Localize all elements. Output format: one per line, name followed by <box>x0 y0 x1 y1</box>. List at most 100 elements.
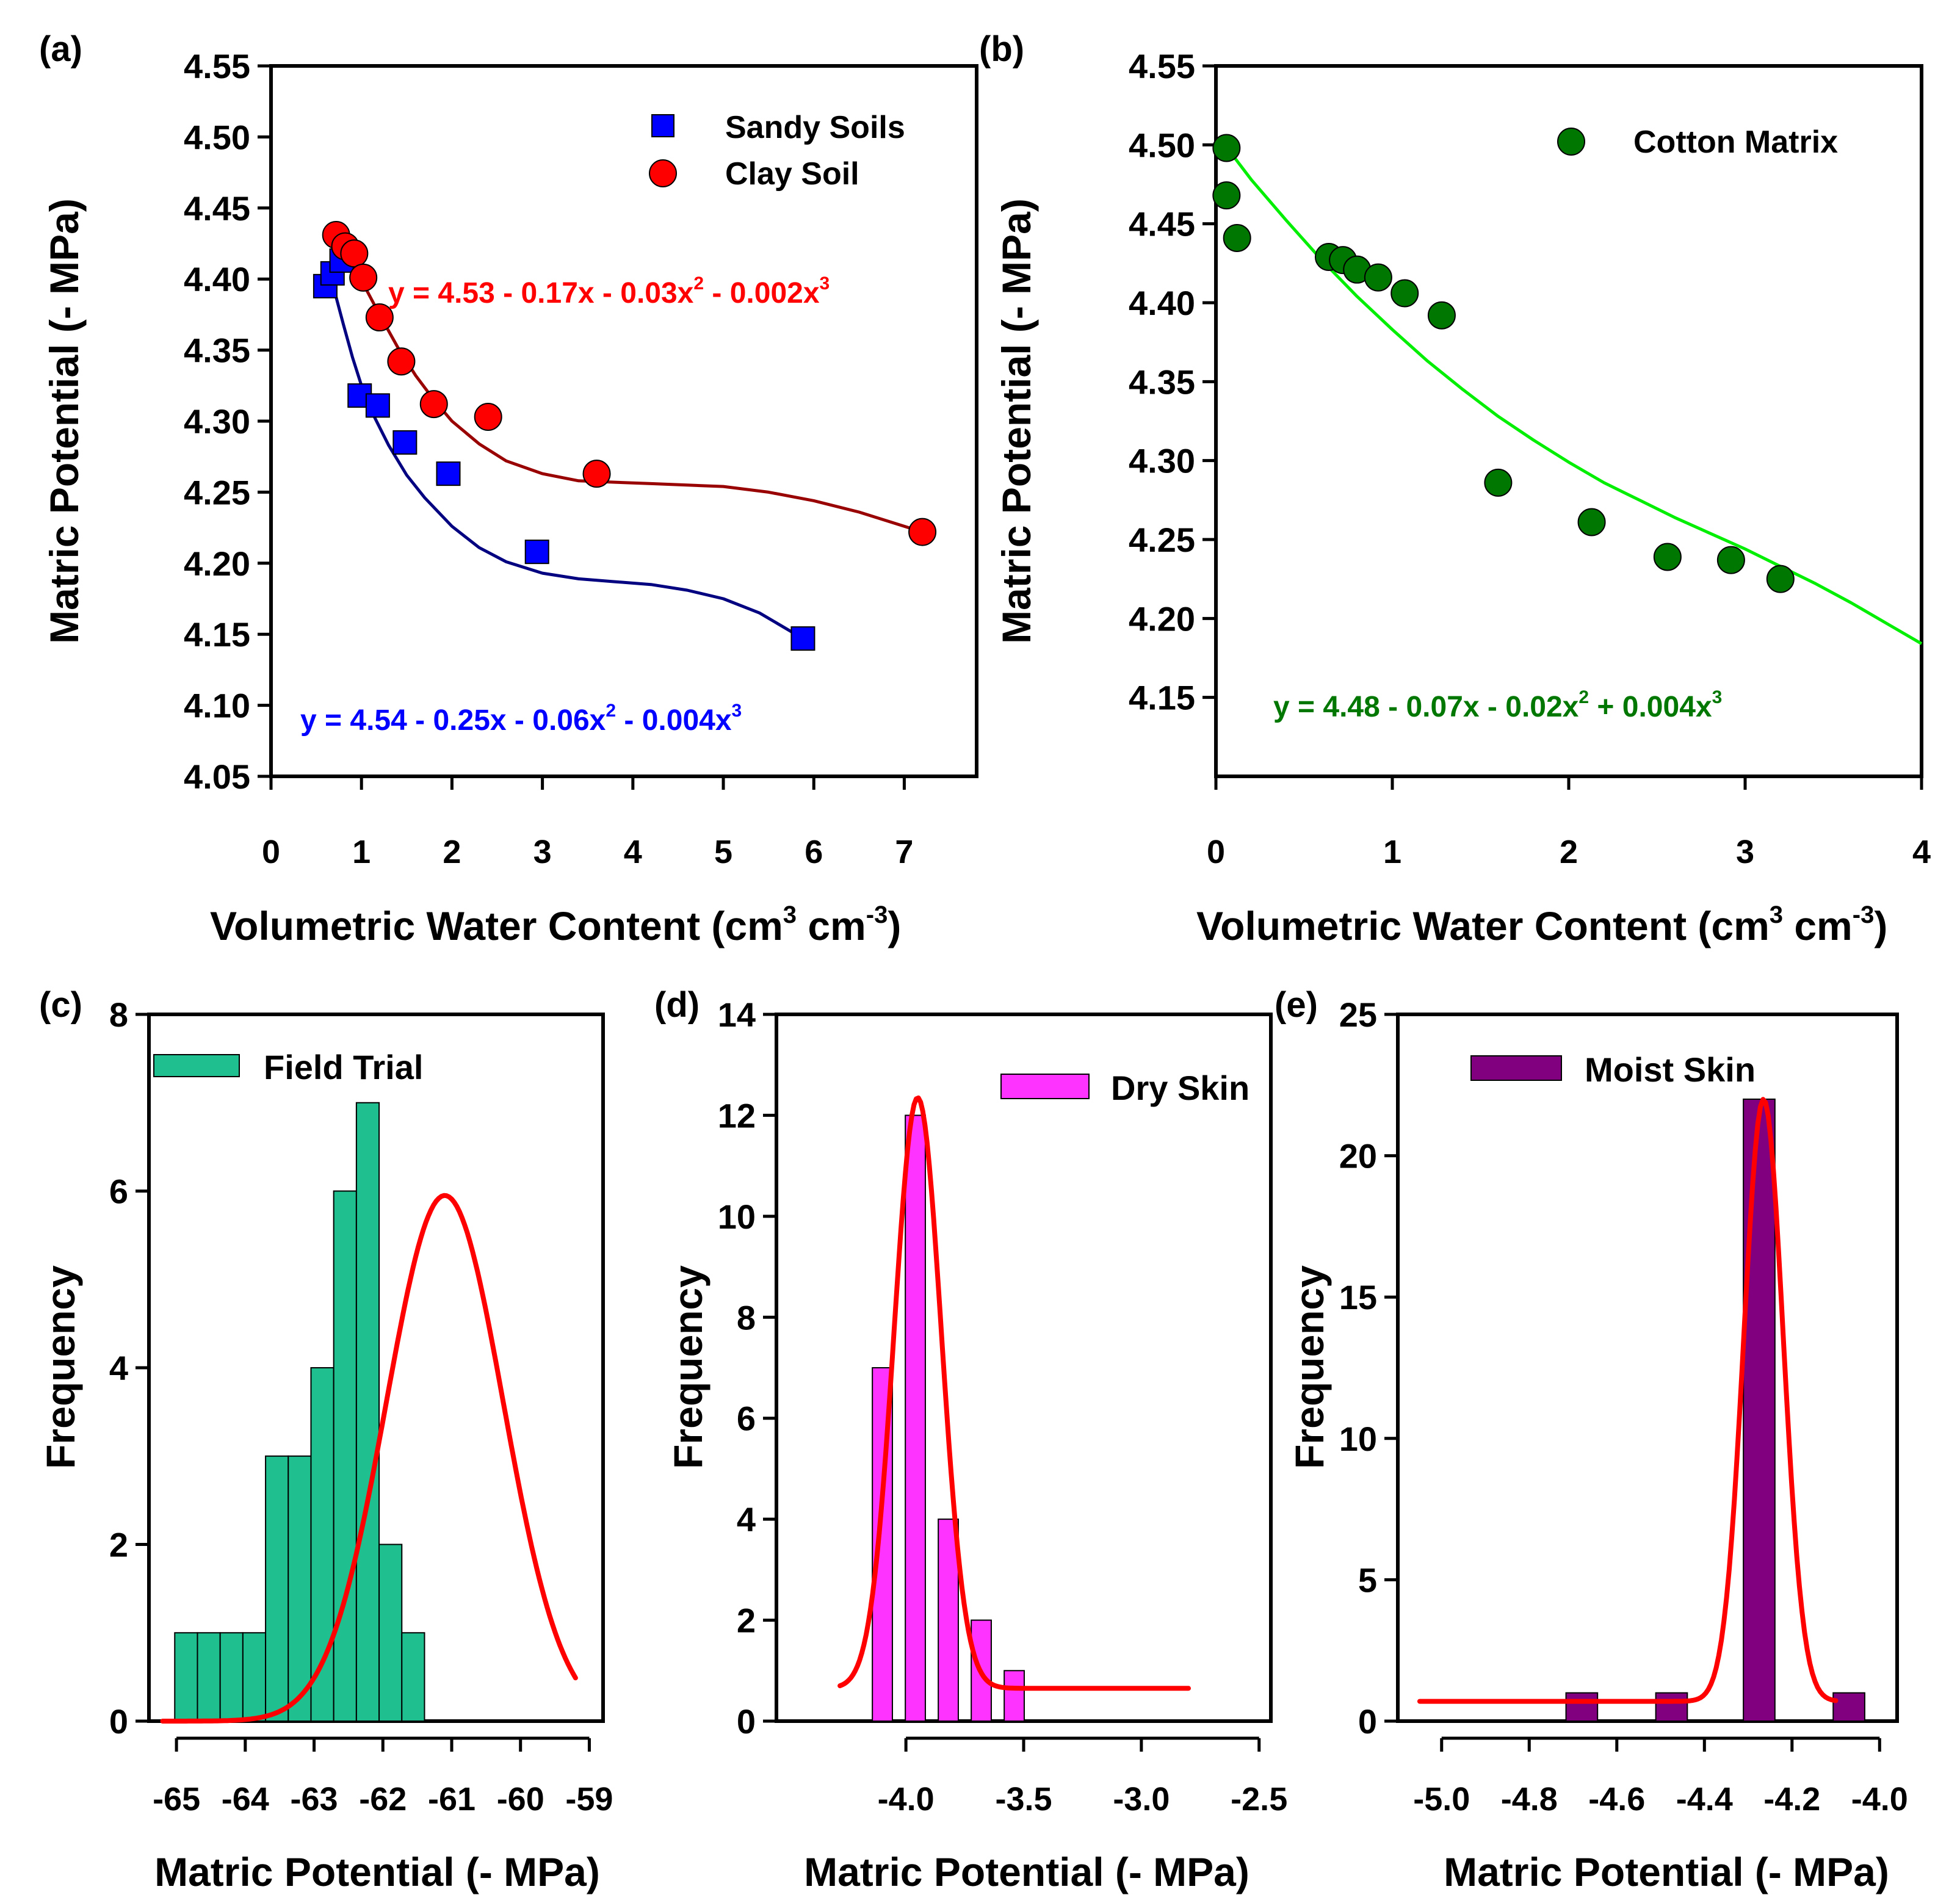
y-tick-label-e: 25 <box>1339 995 1377 1034</box>
x-axis-label-b-end: ) <box>1874 903 1887 948</box>
data-point-a-1 <box>908 518 937 546</box>
data-point-b-0 <box>1766 565 1795 593</box>
normal-fit-curve-d <box>837 1095 1191 1691</box>
data-point-a-0 <box>524 540 549 565</box>
x-tick-label-e: -4.8 <box>1501 1781 1558 1818</box>
y-tick-label-c: 8 <box>109 995 128 1034</box>
y-tick-label-b: 4.35 <box>1129 363 1195 401</box>
data-point-b-0 <box>1484 468 1513 497</box>
data-points-b <box>1212 134 1795 593</box>
y-tick-label-a: 4.50 <box>184 118 250 156</box>
y-tick-label-d: 4 <box>737 1500 756 1539</box>
x-axis-label-b-mid: cm <box>1783 903 1853 948</box>
panel-label-a: (a) <box>39 29 82 69</box>
y-tick-label-c: 2 <box>109 1526 128 1564</box>
x-tick-label-b: 3 <box>1736 834 1754 870</box>
panel-label-b: (b) <box>979 29 1024 69</box>
x-tick-label-e: -4.6 <box>1588 1781 1645 1818</box>
y-tick-label-a: 4.55 <box>184 47 250 85</box>
y-axis-label-d: Frequency <box>665 1265 711 1469</box>
histogram-bar-c <box>287 1455 312 1722</box>
y-tick-label-a: 4.05 <box>184 757 250 796</box>
x-axis-label-e: Matric Potential (- MPa) <box>1444 1849 1889 1894</box>
data-point-a-0 <box>392 430 418 455</box>
legend-marker-cotton-matrix <box>1557 128 1585 156</box>
histogram-bar-e <box>1565 1692 1599 1722</box>
x-tick-label-a: 7 <box>895 834 913 870</box>
equation-clay-sup2: 3 <box>820 273 830 294</box>
x-axis-label-d: Matric Potential (- MPa) <box>804 1849 1249 1894</box>
equation-clay-main: y = 4.53 - 0.17x - 0.03x <box>388 277 694 309</box>
x-tick-label-e: -4.4 <box>1676 1781 1733 1818</box>
data-point-a-1 <box>419 390 448 419</box>
equation-clay-mid: - 0.002x <box>704 277 820 309</box>
x-tick-label-c: -64 <box>222 1781 269 1818</box>
y-tick-label-b: 4.50 <box>1129 126 1195 164</box>
axes-c: -65 -64 -63 -62 -61 -60 -59 0 2 4 6 8 <box>109 995 613 1818</box>
x-tick-label-b: 1 <box>1383 834 1401 870</box>
x-tick-label-a: 0 <box>262 834 280 870</box>
x-axis-label-a-end: ) <box>888 903 901 948</box>
equation-sandy-soils: y = 4.54 - 0.25x - 0.06x2 - 0.004x3 <box>300 701 742 737</box>
y-tick-label-b: 4.25 <box>1129 521 1195 559</box>
y-tick-label-a: 4.45 <box>184 189 250 228</box>
x-axis-label-b: Volumetric Water Content (cm3 cm-3) <box>1196 901 1887 948</box>
data-point-b-0 <box>1223 223 1251 252</box>
y-axis-label-c: Frequency <box>38 1265 83 1469</box>
y-tick-label-a: 4.35 <box>184 331 250 370</box>
y-tick-label-d: 8 <box>737 1298 756 1337</box>
fit-line-b-0 <box>1223 143 1923 645</box>
data-point-b-0 <box>1577 508 1606 536</box>
histogram-bar-c <box>355 1102 380 1722</box>
plot-frame-e <box>1396 1013 1899 1723</box>
y-tick-label-e: 20 <box>1339 1137 1377 1175</box>
legend-swatch-moist-skin <box>1470 1055 1562 1081</box>
bars-e <box>1565 1098 1865 1722</box>
equation-clay-soil: y = 4.53 - 0.17x - 0.03x2 - 0.002x3 <box>388 273 830 309</box>
legend-label-clay-soil: Clay Soil <box>725 156 859 192</box>
data-point-a-1 <box>365 303 394 332</box>
y-tick-label-a: 4.40 <box>184 260 250 298</box>
y-tick-label-a: 4.30 <box>184 402 250 441</box>
histogram-bar-c <box>174 1632 198 1722</box>
y-axis-label-e: Frequency <box>1287 1265 1332 1469</box>
panel-label-e: (e) <box>1275 985 1318 1025</box>
histogram-bar-c <box>333 1190 357 1722</box>
data-point-b-0 <box>1212 181 1241 210</box>
equation-cotton-matrix: y = 4.48 - 0.07x - 0.02x2 + 0.004x3 <box>1273 687 1722 723</box>
x-axis-label-b-sup2: -3 <box>1853 901 1875 928</box>
fit-curve-c <box>160 1193 578 1724</box>
legend-label-moist-skin: Moist Skin <box>1585 1050 1756 1089</box>
y-tick-label-d: 0 <box>737 1702 756 1741</box>
panel-c: (c) -65 -64 -63 -62 -61 -60 -59 0 2 4 6 8 Frequency… <box>38 985 613 1894</box>
y-tick-label-e: 10 <box>1339 1420 1377 1458</box>
equation-sandy-mid: - 0.004x <box>616 704 732 737</box>
axes-d: -4.0 -3.5 -3.0 -2.5 0 2 4 6 8 10 12 14 <box>718 995 1288 1818</box>
y-tick-label-a: 4.10 <box>184 687 250 725</box>
data-point-b-0 <box>1427 301 1456 330</box>
legend-marker-sandy-soils <box>651 114 674 137</box>
axes-b: 0 1 2 3 4 4.15 4.20 4.25 4.30 4.35 4.40 4.45 4.50 4.5… <box>1129 47 1931 870</box>
panel-e: (e) -5.0 -4.8 -4.6 -4.4 -4.2 -4.0 0 5 10 15 20 25 F… <box>1275 985 1908 1894</box>
fit-curves-b <box>1223 143 1923 645</box>
y-tick-label-c: 4 <box>109 1349 128 1387</box>
equation-cotton-sup2: 3 <box>1712 687 1723 707</box>
x-tick-label-a: 4 <box>624 834 642 870</box>
histogram-bar-e <box>1655 1692 1688 1722</box>
data-point-b-0 <box>1212 134 1241 162</box>
y-tick-label-b: 4.55 <box>1129 47 1195 85</box>
panel-b: (b) 0 1 2 3 4 4.15 4.20 4.25 4.30 4.35 4.40 4.45 4.5… <box>979 29 1931 948</box>
histogram-bar-c <box>219 1632 244 1722</box>
x-tick-label-d: -3.0 <box>1113 1781 1170 1818</box>
y-tick-label-e: 15 <box>1339 1278 1377 1316</box>
panel-label-d: (d) <box>654 985 700 1025</box>
histogram-bar-d <box>1004 1670 1025 1722</box>
y-tick-label-e: 0 <box>1358 1702 1377 1741</box>
legend-swatch-dry-skin <box>1000 1074 1090 1099</box>
fit-curve-d <box>837 1095 1191 1691</box>
y-tick-label-b: 4.45 <box>1129 205 1195 244</box>
equation-cotton-mid: + 0.004x <box>1589 691 1712 723</box>
x-tick-label-b: 0 <box>1207 834 1225 870</box>
data-point-a-1 <box>474 403 502 432</box>
legend-label-cotton-matrix: Cotton Matrix <box>1633 125 1838 160</box>
